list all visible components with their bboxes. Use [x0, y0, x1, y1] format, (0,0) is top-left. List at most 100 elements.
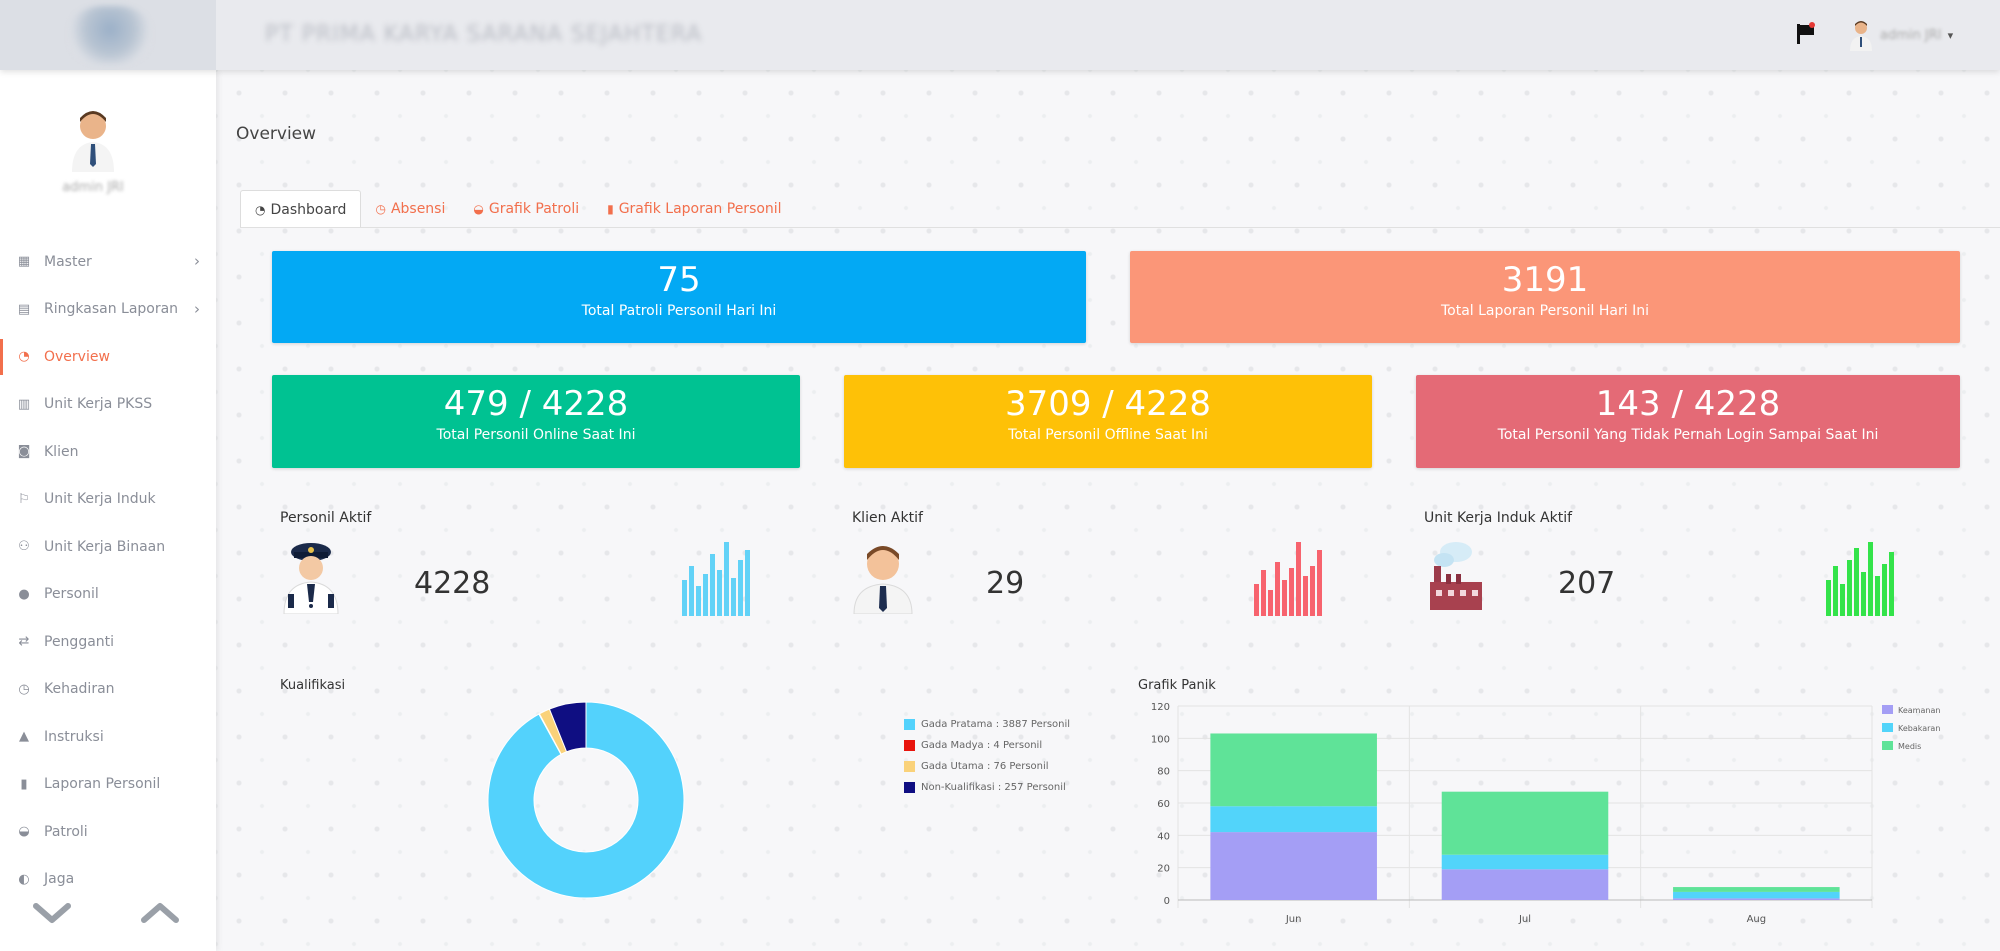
profile-avatar-icon [72, 111, 114, 172]
sidebar-item-patroli[interactable]: ◒ Patroli [0, 808, 216, 856]
legend-swatch [904, 740, 915, 751]
sidebar-item-unit-kerja-binaan[interactable]: ⚇ Unit Kerja Binaan [0, 523, 216, 571]
sidebar-menu: ▦ Master › ▤ Ringkasan Laporan › ◔ Overv… [0, 238, 216, 903]
sidebar-item-personil[interactable]: ● Personil [0, 571, 216, 619]
tab-bar: ◔ Dashboard ◷ Absensi ◒ Grafik Patroli ▮… [240, 188, 796, 228]
sidebar: admin JRI ▦ Master › ▤ Ringkasan Laporan… [0, 70, 216, 951]
user-icon: ● [18, 586, 30, 602]
legend-item-gada-pratama: Gada Pratama : 3887 Personil [904, 714, 1070, 735]
sidebar-item-master[interactable]: ▦ Master › [0, 238, 216, 286]
sidebar-item-unit-kerja-pkss[interactable]: ▥ Unit Kerja PKSS [0, 381, 216, 429]
user-menu[interactable]: admin JRI ▾ [1848, 18, 1953, 52]
legend-swatch [904, 761, 915, 772]
stat-label: Total Personil Offline Saat Ini [1008, 427, 1208, 443]
security-guard-icon [283, 543, 339, 614]
stat-card-laporan: 3191 Total Laporan Personil Hari Ini [1130, 251, 1960, 343]
grafik-panik-title: Grafik Panik [1138, 678, 1216, 693]
grafik-panik-bar-chart: 0 20 40 60 80 100 120 Jun Jul Aug Keamanan Kebakara… [1151, 702, 1941, 925]
widget-value: 207 [1558, 566, 1616, 601]
sidebar-item-overview[interactable]: ◔ Overview [0, 333, 216, 381]
building-icon: ▥ [17, 396, 31, 412]
scroll-down-button[interactable] [32, 898, 72, 928]
users-icon: ⚇ [18, 539, 30, 555]
bar-segment[interactable] [1210, 832, 1377, 900]
tab-label: Absensi [390, 201, 446, 217]
grid-icon: ▦ [17, 254, 31, 270]
stat-value: 3709 / 4228 [1004, 384, 1212, 424]
widget-unit-kerja-induk-aktif: Unit Kerja Induk Aktif 207 [1424, 510, 1924, 630]
sidebar-item-kehadiran[interactable]: ◷ Kehadiran [0, 666, 216, 714]
stat-label: Total Patroli Personil Hari Ini [581, 303, 777, 319]
legend-item-non-kualifikasi: Non-Kualifikasi : 257 Personil [904, 777, 1070, 798]
stat-value: 75 [657, 260, 701, 300]
tab-grafik-laporan-personil[interactable]: ▮ Grafik Laporan Personil [593, 190, 795, 228]
bar-segment[interactable] [1673, 898, 1840, 900]
donut-slice[interactable] [487, 701, 685, 899]
legend-swatch [904, 719, 915, 730]
logo[interactable] [0, 0, 216, 70]
tab-label: Grafik Laporan Personil [618, 201, 782, 217]
sidebar-item-ringkasan-laporan[interactable]: ▤ Ringkasan Laporan › [0, 286, 216, 334]
bar-segment[interactable] [1210, 733, 1377, 807]
x-tick-label: Jun [1285, 914, 1302, 925]
bar-segment[interactable] [1441, 791, 1609, 855]
widget-value: 29 [986, 566, 1025, 601]
stat-card-never-login: 143 / 4228 Total Personil Yang Tidak Per… [1416, 375, 1960, 468]
bar-segment[interactable] [1673, 887, 1840, 892]
sidebar-item-label: Instruksi [44, 728, 104, 745]
profile-name: admin JRI [62, 180, 124, 195]
sidebar-item-instruksi[interactable]: ▲ Instruksi [0, 713, 216, 761]
widget-title: Personil Aktif [280, 510, 372, 526]
bar-segment[interactable] [1441, 869, 1609, 900]
exchange-icon: ⇄ [18, 634, 30, 650]
file-icon: ▮ [607, 202, 614, 216]
sidebar-item-laporan-personil[interactable]: ▮ Laporan Personil [0, 761, 216, 809]
legend-label: Kebakaran [1898, 724, 1940, 733]
sidebar-item-label: Klien [44, 443, 79, 460]
stat-card-online: 479 / 4228 Total Personil Online Saat In… [272, 375, 800, 468]
stat-label: Total Laporan Personil Hari Ini [1440, 303, 1649, 319]
scroll-up-button[interactable] [140, 898, 180, 928]
logo-image [70, 6, 150, 64]
bar-segment[interactable] [1441, 854, 1609, 870]
bar-segment[interactable] [1673, 891, 1840, 899]
sidebar-item-label: Kehadiran [44, 681, 115, 698]
legend-swatch [1882, 741, 1893, 750]
sidebar-item-klien[interactable]: ◙ Klien [0, 428, 216, 476]
sidebar-item-label: Unit Kerja PKSS [44, 396, 153, 413]
sidebar-item-jaga[interactable]: ◐ Jaga [0, 856, 216, 904]
widget-value: 4228 [414, 566, 491, 601]
bar-segment[interactable] [1210, 806, 1377, 833]
tab-dashboard[interactable]: ◔ Dashboard [240, 190, 362, 228]
stat-label: Total Personil Yang Tidak Pernah Login S… [1497, 427, 1879, 443]
sidebar-item-label: Master [44, 253, 92, 270]
sidebar-item-label: Personil [44, 586, 99, 603]
y-tick-label: 60 [1157, 799, 1170, 810]
dashboard-icon: ◔ [255, 202, 266, 217]
tab-absensi[interactable]: ◷ Absensi [361, 190, 459, 228]
bar-sparkline [1826, 542, 1894, 616]
factory-icon [1430, 542, 1482, 610]
widget-title: Klien Aktif [852, 510, 923, 526]
legend-label: Non-Kualifikasi : 257 Personil [921, 782, 1066, 793]
legend-label: Gada Madya : 4 Personil [921, 740, 1043, 751]
stat-value: 3191 [1501, 260, 1589, 300]
shield-icon: ◐ [18, 871, 30, 887]
notification-flag-icon[interactable] [1797, 22, 1815, 44]
tab-label: Dashboard [270, 201, 347, 218]
stat-value: 143 / 4228 [1595, 384, 1781, 424]
donut-slice[interactable] [548, 701, 587, 753]
topbar-user-name: admin JRI [1880, 27, 1942, 43]
legend-item-gada-madya: Gada Madya : 4 Personil [904, 735, 1070, 756]
top-navbar: PT PRIMA KARYA SARANA SEJAHTERA admin JR… [0, 0, 2000, 70]
user-avatar-icon [1850, 21, 1872, 51]
y-tick-label: 120 [1151, 702, 1170, 713]
tab-grafik-patroli[interactable]: ◒ Grafik Patroli [459, 190, 593, 228]
sidebar-item-unit-kerja-induk[interactable]: ⚐ Unit Kerja Induk [0, 476, 216, 524]
chevron-right-icon: › [194, 299, 200, 318]
car-icon: ◒ [18, 824, 30, 840]
stat-label: Total Personil Online Saat Ini [436, 427, 636, 443]
x-tick-label: Jul [1518, 914, 1531, 925]
sidebar-item-pengganti[interactable]: ⇄ Pengganti [0, 618, 216, 666]
chevron-right-icon: › [194, 252, 200, 270]
